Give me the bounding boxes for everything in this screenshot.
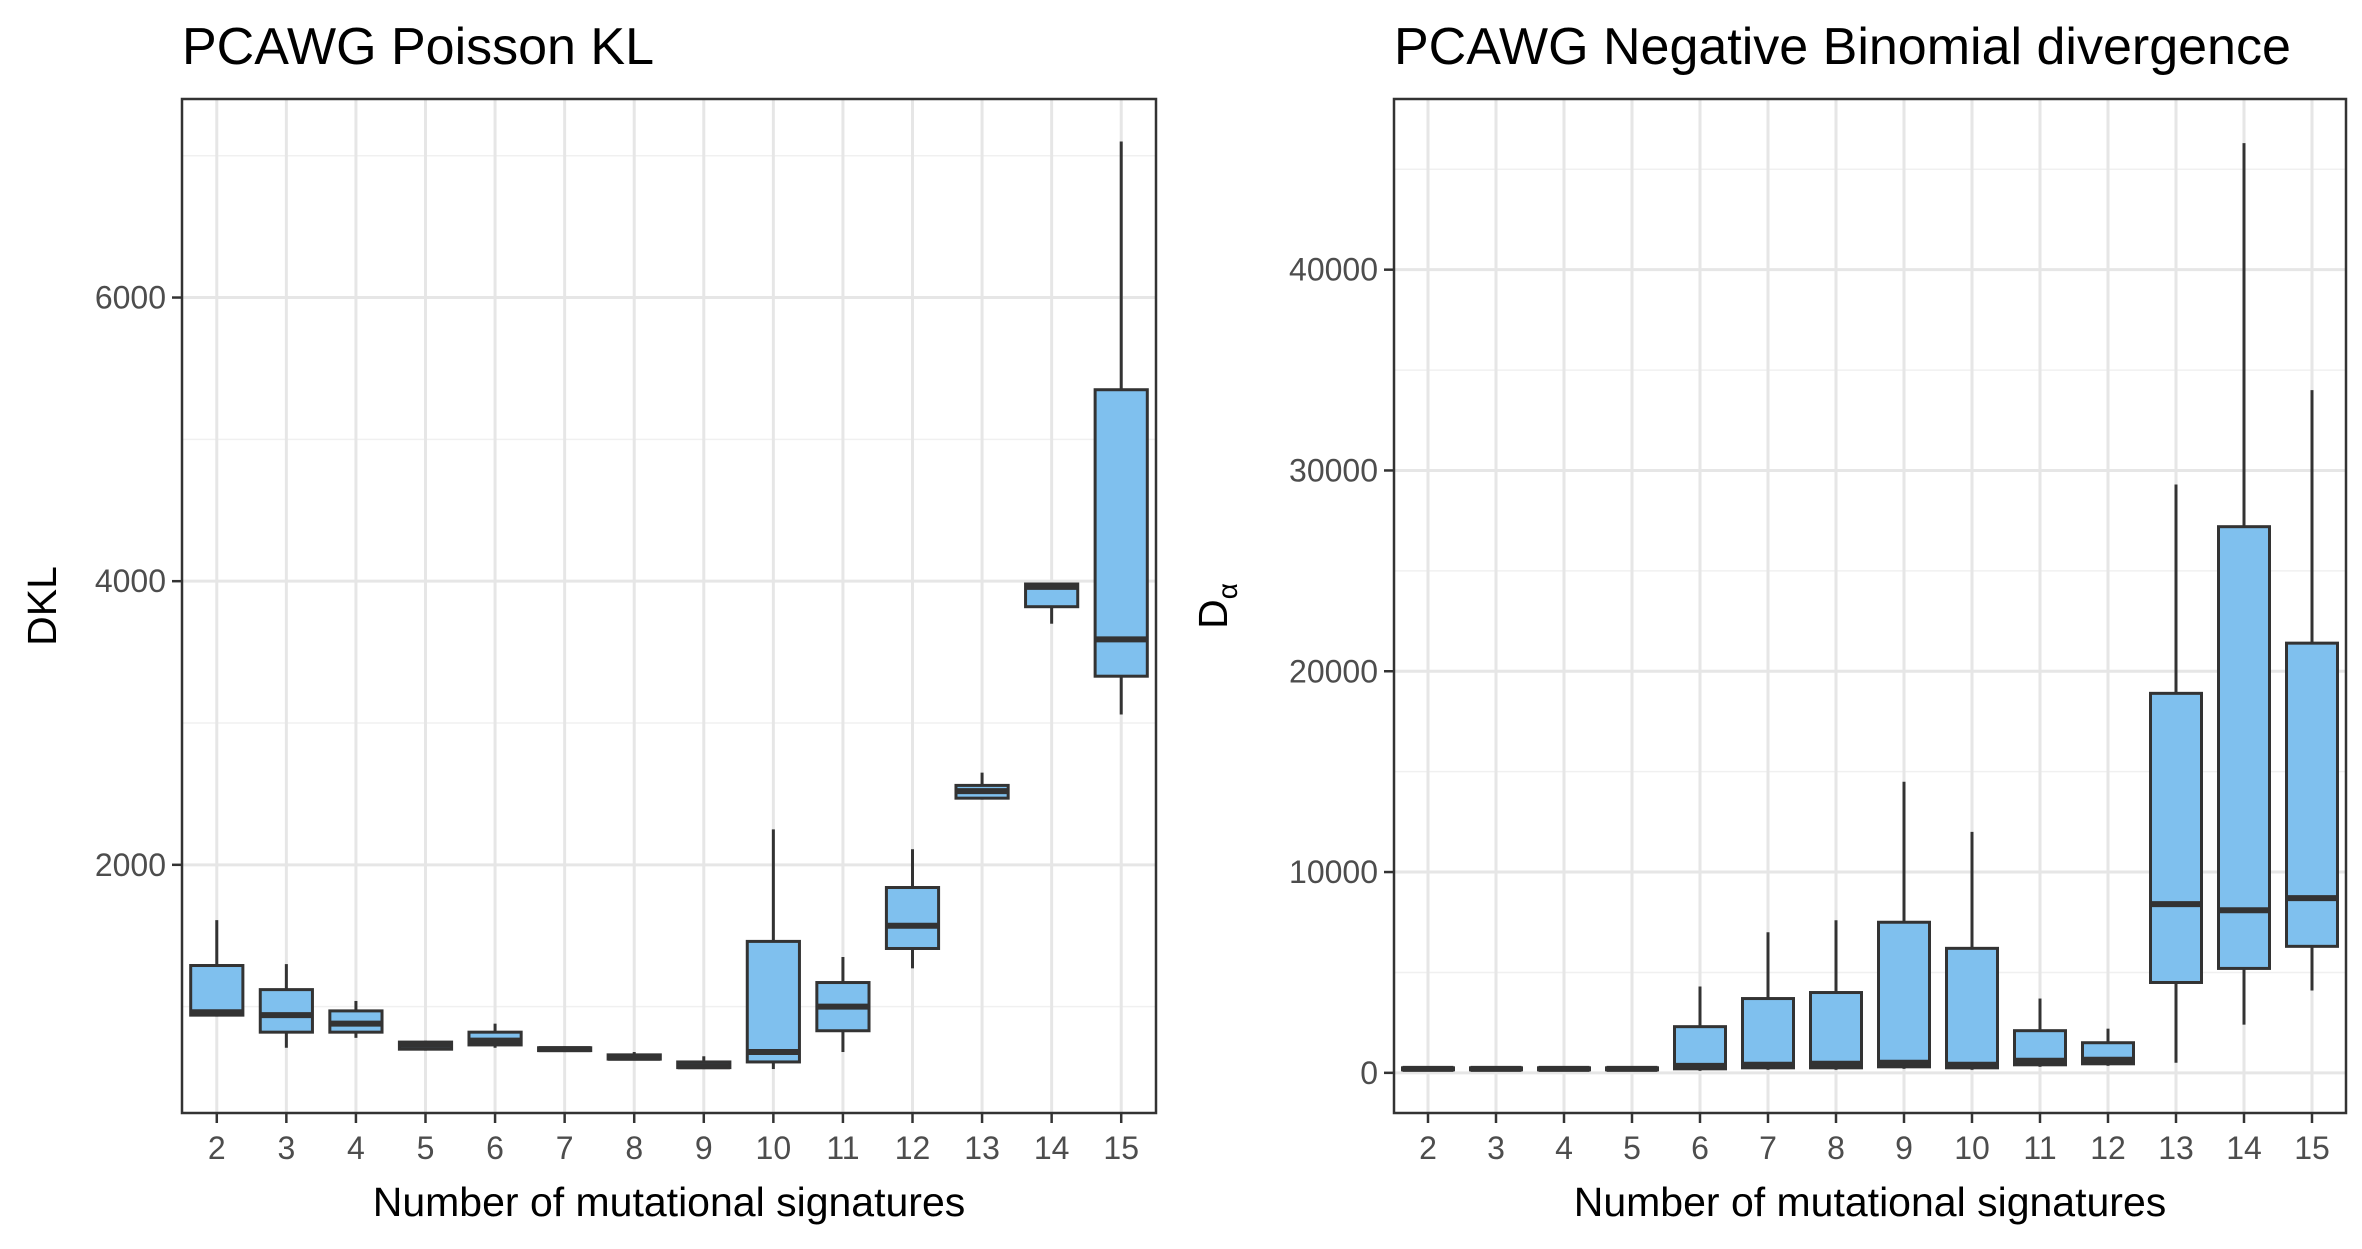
box-body: [2217, 525, 2271, 970]
box-2: [1401, 1065, 1455, 1072]
box-14: [2217, 143, 2271, 1025]
x-tick-label: 12: [2090, 1130, 2126, 1166]
plot-background: [182, 99, 1156, 1113]
box-12: [884, 849, 941, 969]
x-tick-label: 14: [1034, 1130, 1070, 1166]
box-body: [258, 988, 314, 1034]
x-tick-label: 12: [895, 1130, 931, 1166]
box-6: [1673, 986, 1727, 1071]
y-tick-label: 20000: [1289, 653, 1378, 689]
box-body: [189, 964, 245, 1017]
x-tick-label: 15: [2294, 1130, 2330, 1166]
box-3: [1469, 1065, 1523, 1072]
box-4: [328, 1000, 384, 1038]
chart-svg-poisson-kl: 2000 4000 6000 2 3 4 5 6 7 8 9 10 11 12 13 14 15 PCAWG Po…: [19, 18, 1158, 1225]
box-11: [815, 957, 871, 1053]
chart-title: PCAWG Poisson KL: [182, 18, 654, 76]
box-12: [2081, 1028, 2135, 1066]
box-8: [1809, 920, 1863, 1070]
x-tick-label: 6: [1691, 1130, 1709, 1166]
box-14: [1024, 582, 1080, 624]
box-7: [1741, 932, 1795, 1070]
box-10: [745, 829, 801, 1070]
x-axis-title: Number of mutational signatures: [373, 1179, 966, 1225]
y-axis-title: Dα: [1190, 583, 1243, 629]
chart-svg-negative-binomial: 0 10000 20000 30000 40000 2 3 4 5 6 7 8 9 10 11 12 13 14 1…: [1190, 18, 2348, 1225]
box-13: [2149, 484, 2203, 1063]
x-tick-label: 8: [625, 1130, 643, 1166]
x-tick-label: 13: [2158, 1130, 2194, 1166]
x-tick-label: 3: [277, 1130, 295, 1166]
x-tick-label: 5: [1623, 1130, 1641, 1166]
box-body: [1877, 920, 1931, 1069]
box-9: [676, 1056, 732, 1070]
x-tick-label: 4: [347, 1130, 365, 1166]
y-axis-title-text: D: [1190, 599, 1236, 629]
box-8: [606, 1052, 662, 1061]
box-body: [1673, 1025, 1727, 1071]
x-tick-label: 10: [756, 1130, 792, 1166]
box-body: [1945, 946, 1999, 1070]
chart-panel-negative-binomial: 0 10000 20000 30000 40000 2 3 4 5 6 7 8 9 10 11 12 13 14 1…: [1181, 0, 2362, 1249]
box-body: [1809, 991, 1863, 1070]
x-tick-label: 6: [486, 1130, 504, 1166]
box-4: [1537, 1065, 1591, 1072]
y-tick-label: 2000: [95, 847, 166, 883]
box-6: [467, 1023, 523, 1048]
box-body: [1741, 997, 1795, 1070]
y-tick-label: 4000: [95, 563, 166, 599]
y-axis-title-subscript: α: [1212, 583, 1243, 599]
chart-panel-poisson-kl: 2000 4000 6000 2 3 4 5 6 7 8 9 10 11 12 13 14 15 PCAWG Po…: [19, 18, 1158, 1225]
y-axis-title: DKL: [19, 566, 65, 646]
box-11: [2013, 998, 2067, 1067]
x-tick-label: 11: [2023, 1130, 2056, 1166]
x-tick-label: 15: [1103, 1130, 1139, 1166]
y-tick-label: 30000: [1289, 452, 1378, 488]
x-tick-label: 5: [417, 1130, 435, 1166]
x-tick-label: 9: [695, 1130, 713, 1166]
y-tick-label: 0: [1360, 1055, 1378, 1091]
chart-title: PCAWG Negative Binomial divergence: [1394, 18, 2291, 76]
plot-background: [1394, 99, 2346, 1113]
y-tick-label: 6000: [95, 280, 166, 316]
box-15: [2285, 390, 2339, 991]
box-3: [258, 964, 314, 1048]
x-tick-label: 7: [556, 1130, 574, 1166]
y-tick-label: 10000: [1289, 854, 1378, 890]
y-tick-label: 40000: [1289, 252, 1378, 288]
x-tick-label: 9: [1895, 1130, 1913, 1166]
x-tick-label: 2: [1419, 1130, 1437, 1166]
x-tick-label: 2: [208, 1130, 226, 1166]
box-7: [537, 1046, 593, 1053]
box-5: [397, 1040, 454, 1051]
box-body: [884, 886, 941, 950]
x-tick-label: 3: [1487, 1130, 1505, 1166]
x-tick-label: 7: [1759, 1130, 1777, 1166]
box-10: [1945, 831, 1999, 1070]
box-15: [1093, 141, 1149, 715]
x-tick-label: 4: [1555, 1130, 1573, 1166]
box-body: [2149, 691, 2203, 984]
box-body: [1093, 388, 1149, 678]
x-tick-label: 14: [2226, 1130, 2262, 1166]
x-tick-label: 10: [1954, 1130, 1990, 1166]
box-9: [1877, 781, 1931, 1069]
x-tick-label: 11: [826, 1130, 859, 1166]
x-tick-label: 8: [1827, 1130, 1845, 1166]
box-5: [1605, 1065, 1659, 1072]
plot-border: [180, 97, 1158, 1115]
x-axis-title: Number of mutational signatures: [1574, 1179, 2167, 1225]
box-13: [954, 772, 1010, 800]
box-2: [189, 920, 245, 1017]
y-axis-title-text: DKL: [19, 566, 65, 646]
x-tick-label: 13: [964, 1130, 1000, 1166]
plot-border: [1392, 97, 2348, 1115]
box-body: [745, 939, 801, 1064]
